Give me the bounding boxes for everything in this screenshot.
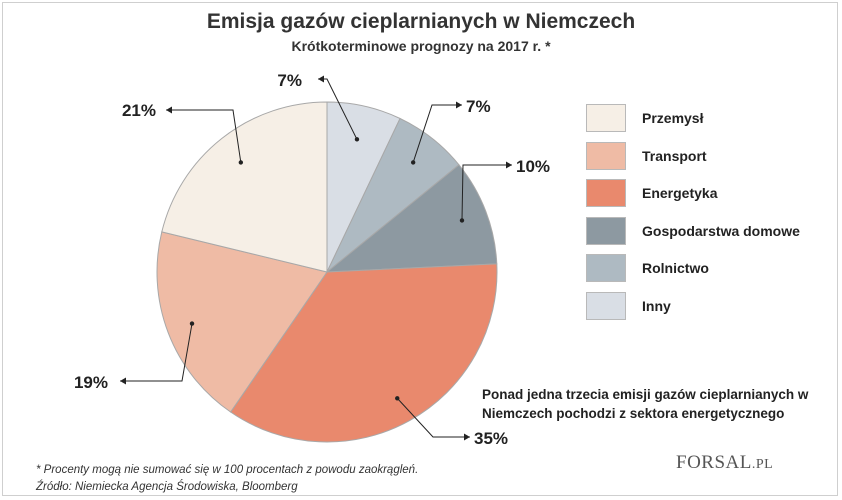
leader-dot bbox=[410, 160, 416, 165]
chart-title: Emisja gazów cieplarnianych w Niemczech bbox=[206, 10, 636, 33]
leader-line bbox=[412, 104, 462, 163]
legend-label: Energetyka bbox=[642, 185, 718, 201]
legend-label: Przemysł bbox=[642, 110, 704, 126]
leader-arrow bbox=[456, 101, 462, 109]
legend-label: Rolnictwo bbox=[642, 260, 709, 276]
leader-arrow bbox=[506, 161, 512, 169]
legend-swatch bbox=[586, 179, 626, 207]
legend-swatch bbox=[586, 254, 626, 282]
data-label-energetyka: 35% bbox=[474, 429, 508, 448]
footnote-rounding: * Procenty mogą nie sumować się w 100 pr… bbox=[36, 464, 419, 476]
legend-swatch bbox=[586, 291, 626, 320]
legend-label: Inny bbox=[642, 297, 671, 314]
data-label-rolnictwo: 7% bbox=[466, 97, 491, 116]
leader-arrow bbox=[166, 106, 172, 114]
leader-line bbox=[461, 164, 512, 221]
data-label-gospodarstwa-domowe: 10% bbox=[516, 157, 550, 176]
pie-slice-energetyka bbox=[229, 263, 498, 443]
leader-arrow bbox=[318, 75, 324, 83]
data-label-przemysł: 21% bbox=[122, 101, 156, 120]
legend-item: Energetyka bbox=[586, 179, 836, 217]
leader-arrow bbox=[120, 377, 126, 385]
legend-swatch bbox=[586, 104, 626, 132]
pie-slice-gospodarstwa-domowe bbox=[325, 164, 498, 273]
legend-item: Transport bbox=[586, 141, 836, 180]
legend-item: Gospodarstwa domowe bbox=[586, 216, 836, 255]
legend-item: Rolnictwo bbox=[586, 254, 836, 292]
legend-swatch bbox=[586, 216, 626, 245]
logo-suffix: .PL bbox=[751, 457, 774, 472]
chart-subtitle: Krótkoterminowe prognozy na 2017 r. * bbox=[291, 38, 551, 54]
chart-legend: Przemysł Transport Energetyka Gospodarstwa … bbox=[586, 104, 836, 329]
chart-annotation: Ponad jedna trzecia emisji gazów cieplar… bbox=[482, 387, 809, 421]
legend-label: Gospodarstwa domowe bbox=[642, 222, 800, 239]
leader-arrow bbox=[464, 433, 470, 441]
footnote: * Procenty mogą nie sumować się w 100 pr… bbox=[36, 462, 418, 496]
legend-label: Transport bbox=[642, 147, 707, 164]
legend-swatch bbox=[586, 141, 626, 170]
pie-slice-przemysł bbox=[161, 101, 328, 273]
leader-line bbox=[396, 397, 470, 438]
legend-item: Inny bbox=[586, 291, 836, 330]
data-label-inny: 7% bbox=[277, 71, 302, 90]
data-label-transport: 19% bbox=[74, 373, 108, 392]
forsal-logo: FORSAL.PL bbox=[676, 452, 773, 474]
leader-line bbox=[166, 109, 242, 163]
logo-main: FORSAL bbox=[676, 452, 752, 473]
footnote-source: Źródło: Niemiecka Agencja Środowiska, Bl… bbox=[36, 481, 298, 493]
pie-slice-transport bbox=[156, 231, 328, 413]
leader-line bbox=[120, 323, 193, 382]
legend-item: Przemysł bbox=[586, 104, 836, 142]
